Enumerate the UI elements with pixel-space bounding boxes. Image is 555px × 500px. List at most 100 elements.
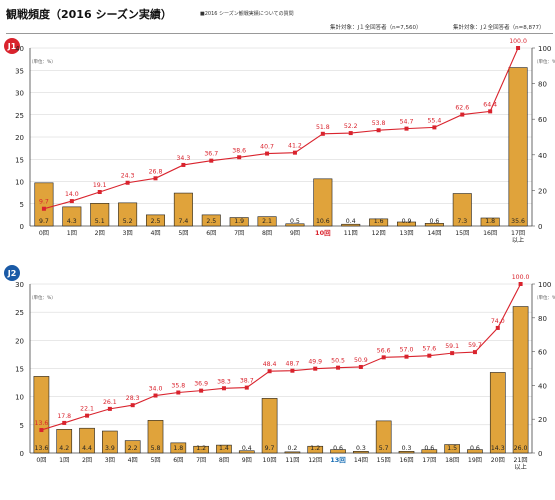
j2-line-point [176,390,181,395]
j1-bar [313,178,333,227]
j2-line-label: 59.1 [445,343,459,350]
j2-bar-label: 0.3 [402,445,412,452]
j2-bar [261,398,278,454]
j1-bar-label: 7.4 [178,218,188,225]
j1-badge [4,38,20,54]
j1-bar-label: 1.9 [234,218,244,225]
j1-line-label: 100.0 [509,38,527,45]
j1-line-label: 41.2 [288,143,302,150]
j1-bar [480,217,500,227]
j1-unit-right: （単位：%） [534,58,555,65]
j1-bar-label: 5.2 [123,218,133,225]
j1-category-label: 9回 [290,230,300,237]
j2-bar [284,451,301,454]
j2-bar-label: 0.4 [242,445,252,452]
j1-bar [173,192,193,227]
j1-ytick-left: 10 [15,179,24,187]
j1-category-label: 17回 [511,230,525,237]
j2-bar-label: 14.3 [491,445,505,452]
j2-unit-left: （単位：%） [29,294,56,301]
j2-bar [79,427,95,454]
j2-ytick-right: 40 [538,382,547,390]
j2-bar-label: 0.6 [333,445,343,452]
j2-line-point [199,388,204,393]
j2-bar-label: 0.6 [470,445,480,452]
j2-category-label: 以上 [514,463,526,471]
j2-ytick-left: 5 [20,422,24,430]
j1-line-point [376,128,381,133]
j1-bar [62,206,82,227]
j1-category-label: 7回 [234,230,244,237]
j2-ytick-left: 10 [15,394,24,402]
j1-line-point [488,109,493,114]
j1-line-label: 26.8 [149,168,163,175]
j2-bar-label: 3.9 [105,445,115,452]
j1-ytick-left: 15 [15,156,24,164]
j1-category-label: 12回 [372,230,386,237]
j1-line-label: 52.2 [344,123,358,130]
j2-line-label: 59.7 [468,342,482,349]
j2-bar-label: 1.5 [447,445,457,452]
j1-bar-label: 5.1 [95,218,105,225]
j1-bar [285,223,305,227]
j2-bar [375,420,392,454]
j2-line-label: 17.8 [57,413,71,420]
page-header: 観戦頻度（2016 シーズン実績） ■2016 シーズン観戦実績についての質問 … [0,0,555,36]
j1-bar-label: 4.3 [67,218,77,225]
j2-category-label: 20回 [491,457,505,464]
j2-category-label: 18回 [445,457,459,464]
j1-line-label: 55.4 [427,117,441,124]
j1-ytick-right: 0 [538,223,542,231]
j1-bar-label: 7.3 [457,218,467,225]
j1-ytick-left: 40 [15,45,24,53]
j2-line-label: 28.3 [126,395,140,402]
j1-bar-label: 0.4 [346,218,356,225]
j1-category-label: 10回 [315,228,331,237]
j2-bar-label: 1.2 [310,445,320,452]
j2-category-label: 4回 [128,457,138,464]
j1-line-label: 51.8 [316,124,330,131]
j1-line-point [237,155,242,160]
j2-ytick-right: 100 [538,281,551,289]
j2-line-label: 57.0 [400,347,414,354]
j2-bar [56,429,73,454]
j2-category-label: 12回 [308,457,322,464]
j1-ytick-left: 20 [15,134,24,142]
j2-line-label: 50.5 [331,358,345,365]
j2-bar-label: 0.6 [424,445,434,452]
j2-badge [4,265,20,281]
j1-bar [396,221,417,227]
j2-line-label: 38.3 [217,378,231,385]
j1-ytick-left: 0 [20,223,24,231]
j1-category-label: 15回 [455,230,469,237]
j1-category-label: 3回 [123,230,133,237]
j2-line-label: 34.0 [149,386,163,393]
count-j1: 集計対象：J１全回答者（n=7,560） [330,25,422,31]
j2-bar-label: 1.8 [173,445,183,452]
j1-category-label: 5回 [178,230,188,237]
j2-ytick-left: 25 [15,309,24,317]
j2-line-point [313,366,318,371]
j2-line-label: 48.7 [286,361,300,368]
j2-cumulative-line [41,283,522,431]
j2-line-point [290,368,295,373]
j1-bar-label: 2.1 [262,218,272,225]
j1-bar [90,203,110,227]
j2-bar-label: 5.7 [379,445,389,452]
j2-line-point [381,355,386,360]
j1-bar-label: 1.6 [374,218,384,225]
j1-ytick-right: 20 [538,187,547,195]
j1-line-label: 24.3 [121,173,135,180]
page-title: 観戦頻度（2016 シーズン実績） [6,8,172,21]
j1-line-point [320,131,325,136]
j1-bar-label: 10.6 [316,218,330,225]
j2-category-label: 0回 [36,457,46,464]
j1-line-point [348,131,353,136]
j1-line-label: 34.3 [176,155,190,162]
j2-line-point [153,393,158,398]
j2-line-point [336,365,341,370]
j2-ytick-right: 80 [538,315,547,323]
j2-bar [307,445,324,454]
j1-category-label: 1回 [67,230,77,237]
j2-line-label: 26.1 [103,399,117,406]
